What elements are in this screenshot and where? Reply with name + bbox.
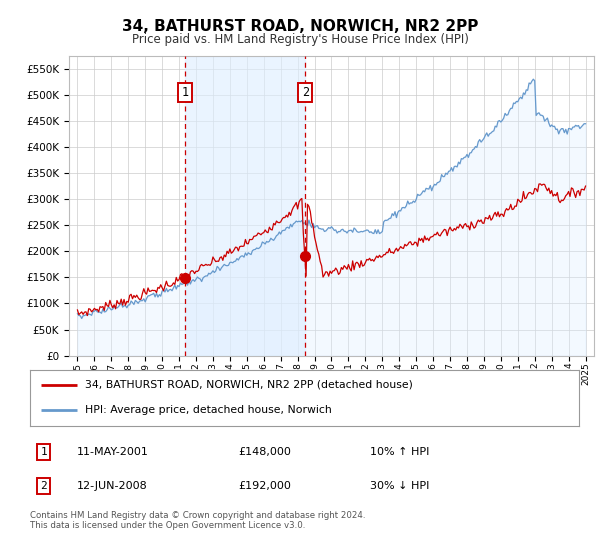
Text: 10% ↑ HPI: 10% ↑ HPI bbox=[370, 447, 430, 456]
Text: 1: 1 bbox=[40, 447, 47, 456]
Text: Price paid vs. HM Land Registry's House Price Index (HPI): Price paid vs. HM Land Registry's House … bbox=[131, 32, 469, 46]
Text: HPI: Average price, detached house, Norwich: HPI: Average price, detached house, Norw… bbox=[85, 405, 332, 416]
Text: 1: 1 bbox=[182, 86, 189, 99]
Text: 30% ↓ HPI: 30% ↓ HPI bbox=[370, 482, 430, 491]
Text: 11-MAY-2001: 11-MAY-2001 bbox=[77, 447, 149, 456]
Text: 34, BATHURST ROAD, NORWICH, NR2 2PP (detached house): 34, BATHURST ROAD, NORWICH, NR2 2PP (det… bbox=[85, 380, 413, 390]
Text: 2: 2 bbox=[40, 482, 47, 491]
Bar bbox=[185, 56, 305, 356]
Text: 34, BATHURST ROAD, NORWICH, NR2 2PP: 34, BATHURST ROAD, NORWICH, NR2 2PP bbox=[122, 20, 478, 34]
Text: £192,000: £192,000 bbox=[239, 482, 292, 491]
Text: Contains HM Land Registry data © Crown copyright and database right 2024.
This d: Contains HM Land Registry data © Crown c… bbox=[30, 511, 365, 530]
Text: 2: 2 bbox=[302, 86, 309, 99]
Text: £148,000: £148,000 bbox=[239, 447, 292, 456]
Text: 12-JUN-2008: 12-JUN-2008 bbox=[77, 482, 148, 491]
